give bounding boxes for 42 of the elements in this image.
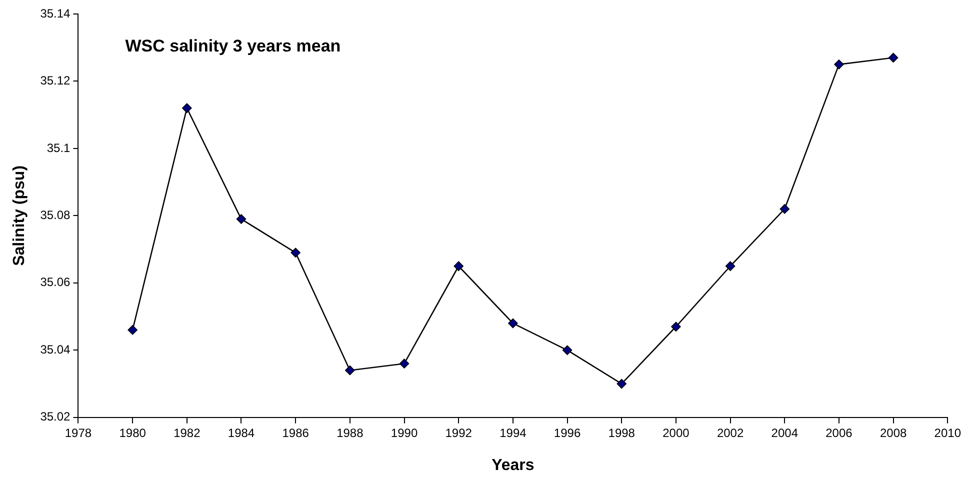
x-tick-label: 1992 bbox=[445, 426, 472, 440]
point bbox=[345, 365, 355, 376]
y-tick-label: 35.06 bbox=[40, 275, 71, 290]
point bbox=[128, 325, 138, 335]
point bbox=[454, 261, 464, 272]
point bbox=[834, 60, 844, 70]
point bbox=[399, 358, 410, 369]
x-axis-title: Years bbox=[492, 456, 534, 474]
point bbox=[182, 103, 192, 114]
x-tick-label: 2006 bbox=[826, 426, 853, 440]
x-tick-label: 1984 bbox=[228, 426, 255, 440]
y-tick-label: 35.08 bbox=[40, 208, 71, 222]
y-tick-label: 35.1 bbox=[46, 140, 71, 155]
point bbox=[562, 345, 572, 356]
point bbox=[508, 318, 518, 328]
x-tick-label: 2008 bbox=[880, 426, 907, 440]
y-tick-label: 35.12 bbox=[40, 74, 71, 88]
x-tick-label: 1996 bbox=[554, 426, 581, 440]
x-tick-label: 2010 bbox=[934, 426, 962, 440]
x-tick-label: 1994 bbox=[500, 426, 527, 440]
point bbox=[290, 248, 300, 258]
x-tick-label: 2004 bbox=[771, 426, 798, 440]
point bbox=[888, 52, 898, 63]
y-tick-label: 35.04 bbox=[40, 342, 71, 356]
text: WSC salinity 3 years mean bbox=[125, 36, 341, 56]
point bbox=[725, 261, 736, 272]
x-tick-label: 1986 bbox=[282, 426, 310, 440]
x-tick-label: 1990 bbox=[390, 426, 418, 440]
x-tick-label: 1978 bbox=[64, 426, 92, 440]
point bbox=[671, 322, 681, 332]
x-tick-label: 2002 bbox=[716, 426, 744, 440]
x-tick-label: 1982 bbox=[174, 426, 201, 440]
x-tick-label: 1980 bbox=[119, 426, 146, 440]
x-tick-label: 2000 bbox=[662, 426, 690, 440]
x-tick-label: 1988 bbox=[336, 426, 364, 440]
point bbox=[780, 204, 790, 214]
point bbox=[616, 378, 627, 389]
point bbox=[236, 214, 246, 224]
y-axis-title: Salinity (psu) bbox=[11, 165, 28, 266]
x-tick-label: 1998 bbox=[608, 426, 636, 440]
y-tick-label: 35.02 bbox=[40, 410, 71, 424]
y-tick-label: 35.14 bbox=[40, 6, 71, 20]
